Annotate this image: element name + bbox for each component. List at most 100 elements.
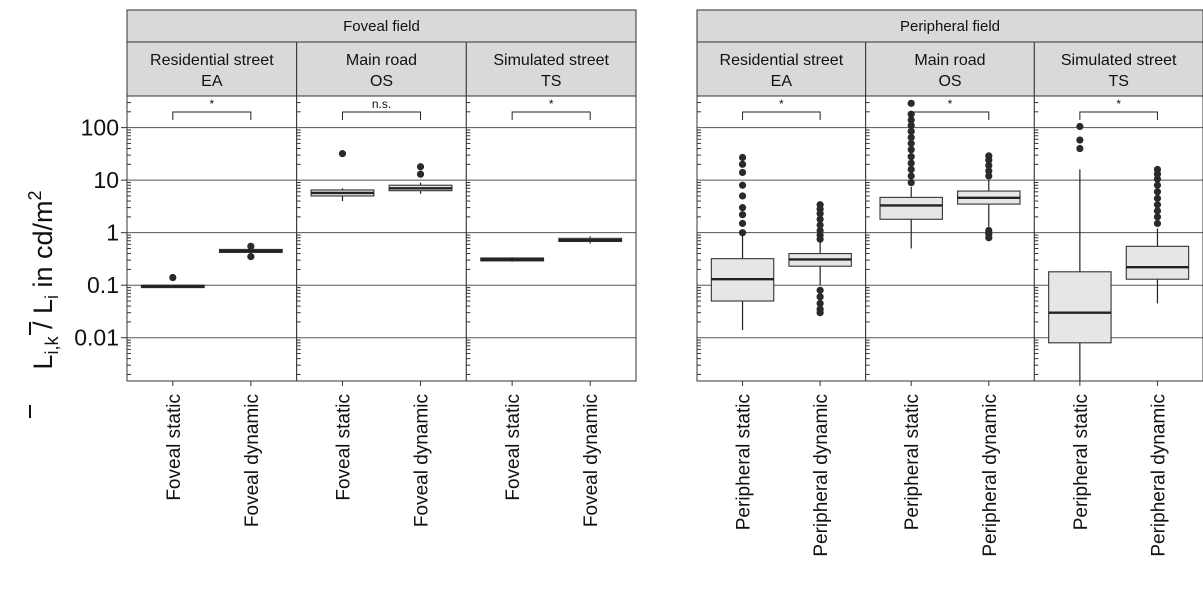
- outlier-point: [738, 168, 747, 177]
- outlier-point: [1153, 194, 1162, 202]
- outlier-point: [816, 221, 824, 229]
- facet-border: [465, 95, 637, 382]
- outlier-point: [169, 273, 177, 282]
- facet-title-line2: TS: [541, 73, 561, 90]
- outlier-point: [907, 127, 915, 135]
- outlier-point: [1153, 181, 1162, 189]
- outlier-point: [416, 163, 425, 171]
- outlier-point: [416, 170, 425, 178]
- outlier-point: [907, 172, 915, 180]
- facet-title-line1: Residential street: [150, 52, 274, 69]
- y-tick-label: 100: [81, 115, 119, 141]
- significance-label: *: [1116, 97, 1121, 111]
- facet-title-line2: TS: [1108, 73, 1128, 90]
- significance-label: *: [779, 97, 784, 111]
- category-label: Peripheral dynamic: [811, 394, 832, 557]
- facet-panel: [127, 96, 297, 381]
- outlier-point: [1153, 188, 1162, 196]
- significance-bracket: [511, 111, 591, 120]
- outlier-point: [247, 253, 255, 261]
- facet-title-line2: OS: [370, 73, 393, 90]
- significance-bracket: [341, 111, 422, 120]
- outlier-point: [1153, 207, 1162, 215]
- box: [879, 196, 943, 220]
- outlier-point: [738, 181, 747, 189]
- significance-label: n.s.: [372, 97, 391, 111]
- category-label: Foveal dynamic: [412, 394, 433, 527]
- y-axis-label: Li,k / Li in cd/m2: [25, 190, 62, 418]
- facet-title-line2: OS: [938, 73, 961, 90]
- outlier-point: [985, 167, 993, 175]
- facet-strip: [865, 41, 1035, 97]
- outlier-point: [907, 99, 915, 107]
- outlier-point: [907, 121, 915, 130]
- outlier-point: [907, 159, 915, 167]
- y-axis-label-unit: in cd/m: [28, 200, 58, 295]
- outlier-point: [985, 152, 993, 160]
- outlier-point: [985, 161, 993, 170]
- facet-title-line1: Main road: [346, 52, 417, 69]
- outlier-point: [907, 165, 915, 174]
- outlier-point: [816, 286, 824, 294]
- category-label: Foveal static: [164, 394, 185, 501]
- group-title: Peripheral field: [900, 18, 1000, 35]
- outlier-point: [1076, 122, 1084, 131]
- y-tick-label: 10: [93, 167, 119, 193]
- facet-panel: [865, 96, 1035, 381]
- category-label: Peripheral static: [902, 394, 923, 530]
- category-label: Peripheral dynamic: [980, 394, 1001, 557]
- outlier-point: [907, 153, 915, 161]
- outlier-point: [1076, 136, 1084, 144]
- y-axis-label-main-2: L: [28, 299, 58, 314]
- outlier-point: [1153, 201, 1162, 209]
- category-label: Foveal dynamic: [242, 394, 263, 527]
- outlier-point: [738, 229, 747, 237]
- outlier-point: [816, 226, 824, 235]
- y-tick-label: 1: [106, 220, 119, 246]
- facet-title-line1: Residential street: [720, 52, 844, 69]
- box: [1048, 271, 1112, 344]
- category-label: Foveal static: [503, 394, 524, 501]
- group-title: Foveal field: [343, 18, 420, 35]
- facet-title-line1: Simulated street: [1061, 52, 1177, 69]
- outlier-point: [738, 211, 747, 219]
- facet-title-line1: Simulated street: [493, 52, 609, 69]
- significance-label: *: [948, 97, 953, 111]
- category-label: Foveal dynamic: [581, 394, 602, 527]
- box: [1125, 245, 1190, 280]
- outlier-point: [907, 178, 915, 187]
- outlier-point: [738, 192, 747, 200]
- category-label: Peripheral dynamic: [1148, 394, 1169, 557]
- category-label: Peripheral static: [1071, 394, 1092, 530]
- facet-strip: [696, 41, 867, 97]
- significance-bracket: [742, 111, 821, 120]
- significance-bracket: [1079, 111, 1158, 120]
- category-label: Foveal static: [333, 394, 354, 501]
- facet-panel: [296, 96, 467, 381]
- outlier-point: [247, 242, 255, 250]
- facet-panel: [697, 96, 866, 381]
- outlier-point: [816, 201, 824, 209]
- y-axis-label-sep: /: [28, 314, 58, 337]
- y-tick-label: 0.1: [87, 272, 119, 298]
- significance-bracket: [910, 111, 990, 120]
- facet-title-line2: EA: [771, 73, 793, 90]
- outlier-point: [816, 305, 824, 313]
- outlier-point: [1153, 213, 1162, 221]
- outlier-point: [907, 133, 915, 142]
- outlier-point: [816, 299, 824, 308]
- outlier-point: [816, 215, 824, 223]
- group-title-strip: [126, 9, 637, 43]
- outlier-point: [907, 146, 915, 154]
- y-axis-label-sub1: i,k: [42, 336, 62, 355]
- y-axis-label-sup: 2: [25, 190, 45, 200]
- outlier-point: [738, 204, 747, 212]
- outlier-point: [985, 172, 993, 180]
- outlier-point: [907, 139, 915, 148]
- significance-label: *: [209, 97, 214, 111]
- category-label: Peripheral static: [734, 394, 755, 530]
- outlier-point: [985, 226, 993, 235]
- outlier-point: [738, 153, 747, 162]
- outlier-point: [338, 150, 347, 158]
